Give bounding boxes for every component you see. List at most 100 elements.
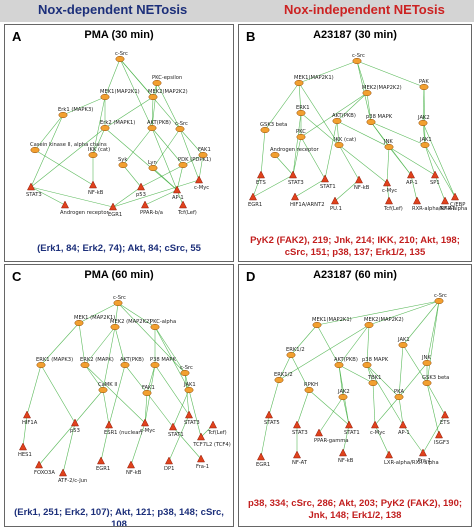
interaction-edge <box>30 127 106 188</box>
kinase-node-icon <box>422 379 432 387</box>
node-label: JNK <box>383 139 393 145</box>
network-node: FAK1 <box>142 385 155 397</box>
network-node: c-Myc <box>382 178 397 194</box>
kinase-node-icon <box>148 164 158 172</box>
kinase-node-icon <box>312 321 322 329</box>
network-node: p38 MAPK <box>362 357 389 369</box>
network-node: CaMK II <box>98 382 118 394</box>
node-label: JNK <box>421 355 431 361</box>
network-node: IKK (cat) <box>334 137 356 149</box>
network-node: EGR1 <box>96 456 110 472</box>
node-label: JAK1 <box>397 337 410 343</box>
node-label: p53 <box>70 428 80 434</box>
kinase-node-icon <box>419 83 429 91</box>
node-label: Erk1 (MAPK3) <box>58 107 93 113</box>
transcription-factor-triangle-icon <box>96 456 106 465</box>
node-label: GSK3 beta <box>260 122 287 128</box>
network-node: NF-AT <box>440 196 456 212</box>
interaction-edge <box>278 354 292 381</box>
network-node: AKT(PKB) <box>147 120 171 132</box>
node-label: AP-1 <box>398 430 410 436</box>
interaction-edge <box>290 354 310 391</box>
node-label: Tcf(Lef) <box>383 206 403 212</box>
network-node: c-Src <box>434 293 447 305</box>
network-node: Erk1 (MAPK3) <box>58 107 93 119</box>
node-label: JAK1 <box>183 382 196 388</box>
network-node: ETS <box>256 170 266 186</box>
node-label: NF-AT <box>292 460 308 466</box>
transcription-factor-triangle-icon <box>344 420 354 429</box>
node-label: EGR1 <box>108 212 122 218</box>
transcription-factor-triangle-icon <box>290 192 300 201</box>
transcription-factor-triangle-icon <box>338 448 348 457</box>
network-node: c-Src <box>113 295 126 307</box>
interaction-edge <box>398 344 404 398</box>
network-node: Erk2 (MAPK1) <box>100 120 135 132</box>
interaction-edge <box>296 389 310 426</box>
panel-letter: D <box>246 269 256 284</box>
network-node: STAT3 <box>288 170 304 186</box>
network-node: ETS <box>440 410 450 426</box>
network-node: p53 <box>136 182 146 198</box>
transcription-factor-triangle-icon <box>412 196 422 205</box>
interaction-edge <box>119 58 181 130</box>
network-node: PPAR-b/a <box>140 200 163 216</box>
network-node: AP-1 <box>406 170 418 186</box>
node-label: MEK1(MAP2K1) <box>294 75 334 81</box>
interaction-edge <box>422 414 446 454</box>
network-node: MEK1 (MAP2K1) <box>74 315 115 327</box>
edges <box>30 58 204 208</box>
transcription-factor-triangle-icon <box>140 418 150 427</box>
node-label: Lyn <box>148 160 157 166</box>
interaction-edge <box>356 60 368 94</box>
figure-header: Nox-dependent NETosis Nox-independent NE… <box>0 0 474 22</box>
interaction-edge <box>156 82 181 130</box>
transcription-factor-triangle-icon <box>370 420 380 429</box>
network-node: Tcf(Lef) <box>177 200 197 216</box>
transcription-factor-triangle-icon <box>248 192 258 201</box>
panel-caption: (Erk1, 251; Erk2, 107); Akt, 121; p38, 1… <box>14 507 224 527</box>
kinase-node-icon <box>180 369 190 377</box>
transcription-factor-triangle-icon <box>178 200 188 209</box>
node-label: DP1 <box>164 466 174 472</box>
interaction-edge <box>423 86 426 146</box>
kinase-node-icon <box>398 341 408 349</box>
node-label: c-Myc <box>194 185 209 191</box>
transcription-factor-triangle-icon <box>60 200 70 209</box>
node-label: Fra-1 <box>418 458 431 464</box>
node-label: STAT3 <box>292 430 308 436</box>
transcription-factor-triangle-icon <box>184 410 194 419</box>
network-node: AP-1 <box>398 420 410 436</box>
interaction-edge <box>122 164 142 188</box>
node-label: NF-kB <box>338 458 354 464</box>
interaction-edge <box>40 322 80 366</box>
network-graph-b: c-Src MEK1(MAP2K1) MEK2(MAP2K2) PAK ERK1 AKT(… <box>248 53 467 212</box>
kinase-node-icon <box>80 361 90 369</box>
network-node: c-Myc <box>370 420 385 436</box>
kinase-node-icon <box>184 386 194 394</box>
node-label: Erk2 (MAPK1) <box>100 120 135 126</box>
interaction-edge <box>179 128 204 156</box>
interaction-edge <box>402 300 440 346</box>
transcription-factor-triangle-icon <box>196 454 206 463</box>
node-label: GSK3 beta <box>422 375 449 381</box>
interaction-edge <box>146 364 156 394</box>
interaction-edge <box>62 422 76 474</box>
interaction-edge <box>26 364 42 416</box>
network-node: NF-kB <box>354 175 370 191</box>
interaction-edge <box>298 60 358 84</box>
interaction-edge <box>300 112 340 146</box>
node-label: c-Myc <box>370 430 385 436</box>
interaction-edge <box>188 389 202 438</box>
network-node: IKK (cat) <box>88 147 110 159</box>
transcription-factor-triangle-icon <box>108 202 118 211</box>
node-label: STAT3 <box>184 420 200 426</box>
node-label: RPKH <box>304 382 318 388</box>
node-label: ETS <box>440 420 450 426</box>
interaction-edge <box>402 344 428 384</box>
transcription-factor-triangle-icon <box>314 428 324 437</box>
transcription-factor-triangle-icon <box>330 196 340 205</box>
interaction-edge <box>30 186 66 206</box>
interaction-edge <box>402 424 424 454</box>
panel-letter: C <box>12 269 22 284</box>
